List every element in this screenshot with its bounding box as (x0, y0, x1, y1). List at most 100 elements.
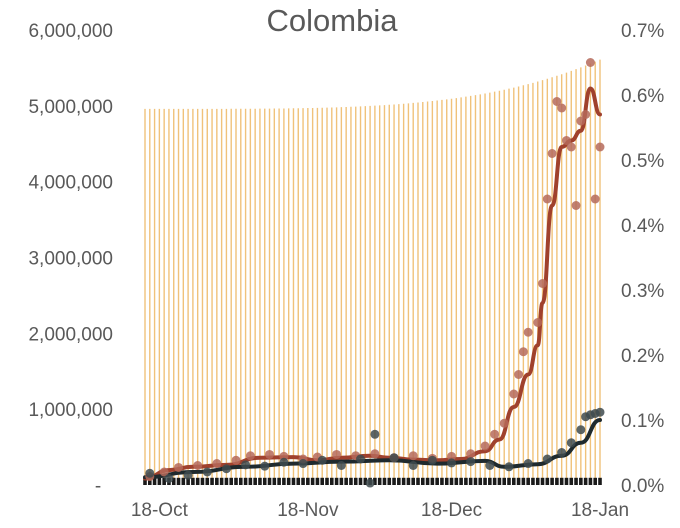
daily-small-bar (516, 477, 521, 485)
red-data-point (159, 467, 169, 477)
daily-small-bar (430, 477, 435, 485)
left-tick-label: 4,000,000 (28, 173, 113, 194)
daily-small-bar (176, 477, 181, 485)
daily-small-bar (435, 477, 439, 485)
daily-small-bar (468, 477, 473, 485)
daily-small-bar (531, 477, 535, 485)
right-tick-label: 0.2% (621, 346, 664, 367)
daily-small-bar (325, 477, 329, 485)
x-tick-label: 18-Nov (277, 500, 339, 521)
dark-data-point (298, 459, 308, 469)
daily-small-bar (401, 477, 406, 485)
daily-small-bar (521, 477, 526, 485)
red-data-point (581, 110, 591, 119)
daily-small-bar (267, 477, 272, 485)
daily-small-bar (535, 477, 540, 485)
daily-small-bar (349, 477, 353, 485)
daily-small-bar (392, 477, 396, 485)
red-data-point (265, 449, 275, 459)
dark-data-point (504, 462, 514, 472)
right-tick-label: 0.0% (621, 476, 664, 497)
daily-small-bar (483, 477, 487, 485)
daily-small-bar (497, 477, 502, 485)
left-tick-label: 1,000,000 (28, 400, 113, 421)
daily-small-bar (377, 477, 382, 485)
red-data-point (499, 418, 509, 428)
daily-small-bar (147, 477, 152, 485)
dark-data-point (447, 458, 457, 468)
right-tick-label: 0.6% (621, 86, 664, 107)
daily-small-bar (387, 477, 392, 485)
left-tick-label: 6,000,000 (28, 21, 113, 42)
daily-small-bar (598, 477, 602, 485)
daily-small-bar (373, 477, 377, 485)
daily-small-bar (205, 477, 210, 485)
red-data-point (332, 449, 342, 459)
dark-data-point (183, 470, 193, 480)
daily-small-bar (416, 477, 420, 485)
right-tick-label: 0.1% (621, 411, 664, 432)
dark-data-point (317, 455, 327, 465)
dark-data-point (241, 460, 251, 470)
daily-small-bar (186, 477, 190, 485)
daily-small-bar (411, 477, 416, 485)
daily-small-bar (574, 477, 578, 485)
red-data-point (585, 58, 595, 67)
daily-small-bar (191, 477, 195, 485)
daily-small-bar (397, 477, 401, 485)
dark-data-point (370, 429, 380, 439)
daily-small-bar (291, 477, 296, 485)
daily-small-bar (588, 477, 593, 485)
daily-small-bar (420, 477, 425, 485)
red-data-point (523, 327, 533, 337)
dark-data-point (356, 454, 366, 464)
dark-data-point (365, 478, 375, 488)
red-data-point (212, 459, 222, 469)
daily-small-bar (215, 477, 219, 485)
dark-data-point (523, 459, 533, 469)
daily-small-bar (243, 477, 248, 485)
red-data-point (231, 455, 241, 465)
red-data-point (557, 103, 567, 113)
dark-data-point (389, 453, 399, 463)
daily-small-bar (157, 477, 162, 485)
red-data-point (480, 441, 490, 451)
daily-small-bar (593, 477, 598, 485)
daily-small-bar (454, 477, 459, 485)
daily-small-bar (555, 477, 559, 485)
daily-small-bar (502, 477, 507, 485)
daily-small-bar (353, 477, 358, 485)
red-data-point (566, 142, 576, 152)
daily-small-bar (449, 477, 454, 485)
red-data-point (590, 194, 600, 204)
daily-small-bar (195, 477, 200, 485)
left-axis-ticks: - 1,000,000 2,000,000 3,000,000 4,000,000 5,0… (28, 21, 113, 497)
daily-small-bar (277, 477, 281, 485)
daily-small-bar (564, 477, 569, 485)
left-tick-label: 3,000,000 (28, 249, 113, 270)
red-trend-line (143, 86, 602, 481)
daily-small-bar (382, 477, 387, 485)
daily-small-bar (344, 477, 348, 485)
daily-small-bar (258, 477, 262, 485)
daily-small-bar (334, 477, 339, 485)
dark-data-point (336, 461, 346, 470)
x-tick-label: 18-Oct (131, 500, 189, 521)
daily-small-bar (425, 477, 430, 485)
daily-small-bar (301, 477, 305, 485)
daily-small-bar (152, 477, 157, 485)
dark-data-point (576, 425, 586, 435)
right-tick-label: 0.4% (621, 216, 664, 237)
dark-data-point (221, 464, 231, 474)
daily-small-bar (545, 477, 550, 485)
dark-data-point (260, 461, 270, 471)
left-tick-label: 5,000,000 (28, 97, 113, 118)
right-tick-label: 0.3% (621, 281, 664, 302)
red-data-point (571, 201, 581, 210)
dark-data-point (485, 461, 495, 470)
daily-small-bar (540, 477, 545, 485)
daily-small-bar (526, 477, 530, 485)
daily-small-bar (272, 477, 277, 485)
x-axis-ticks: 18-Oct 18-Nov 18-Dec 18-Jan (131, 500, 629, 521)
daily-small-bar (310, 477, 315, 485)
